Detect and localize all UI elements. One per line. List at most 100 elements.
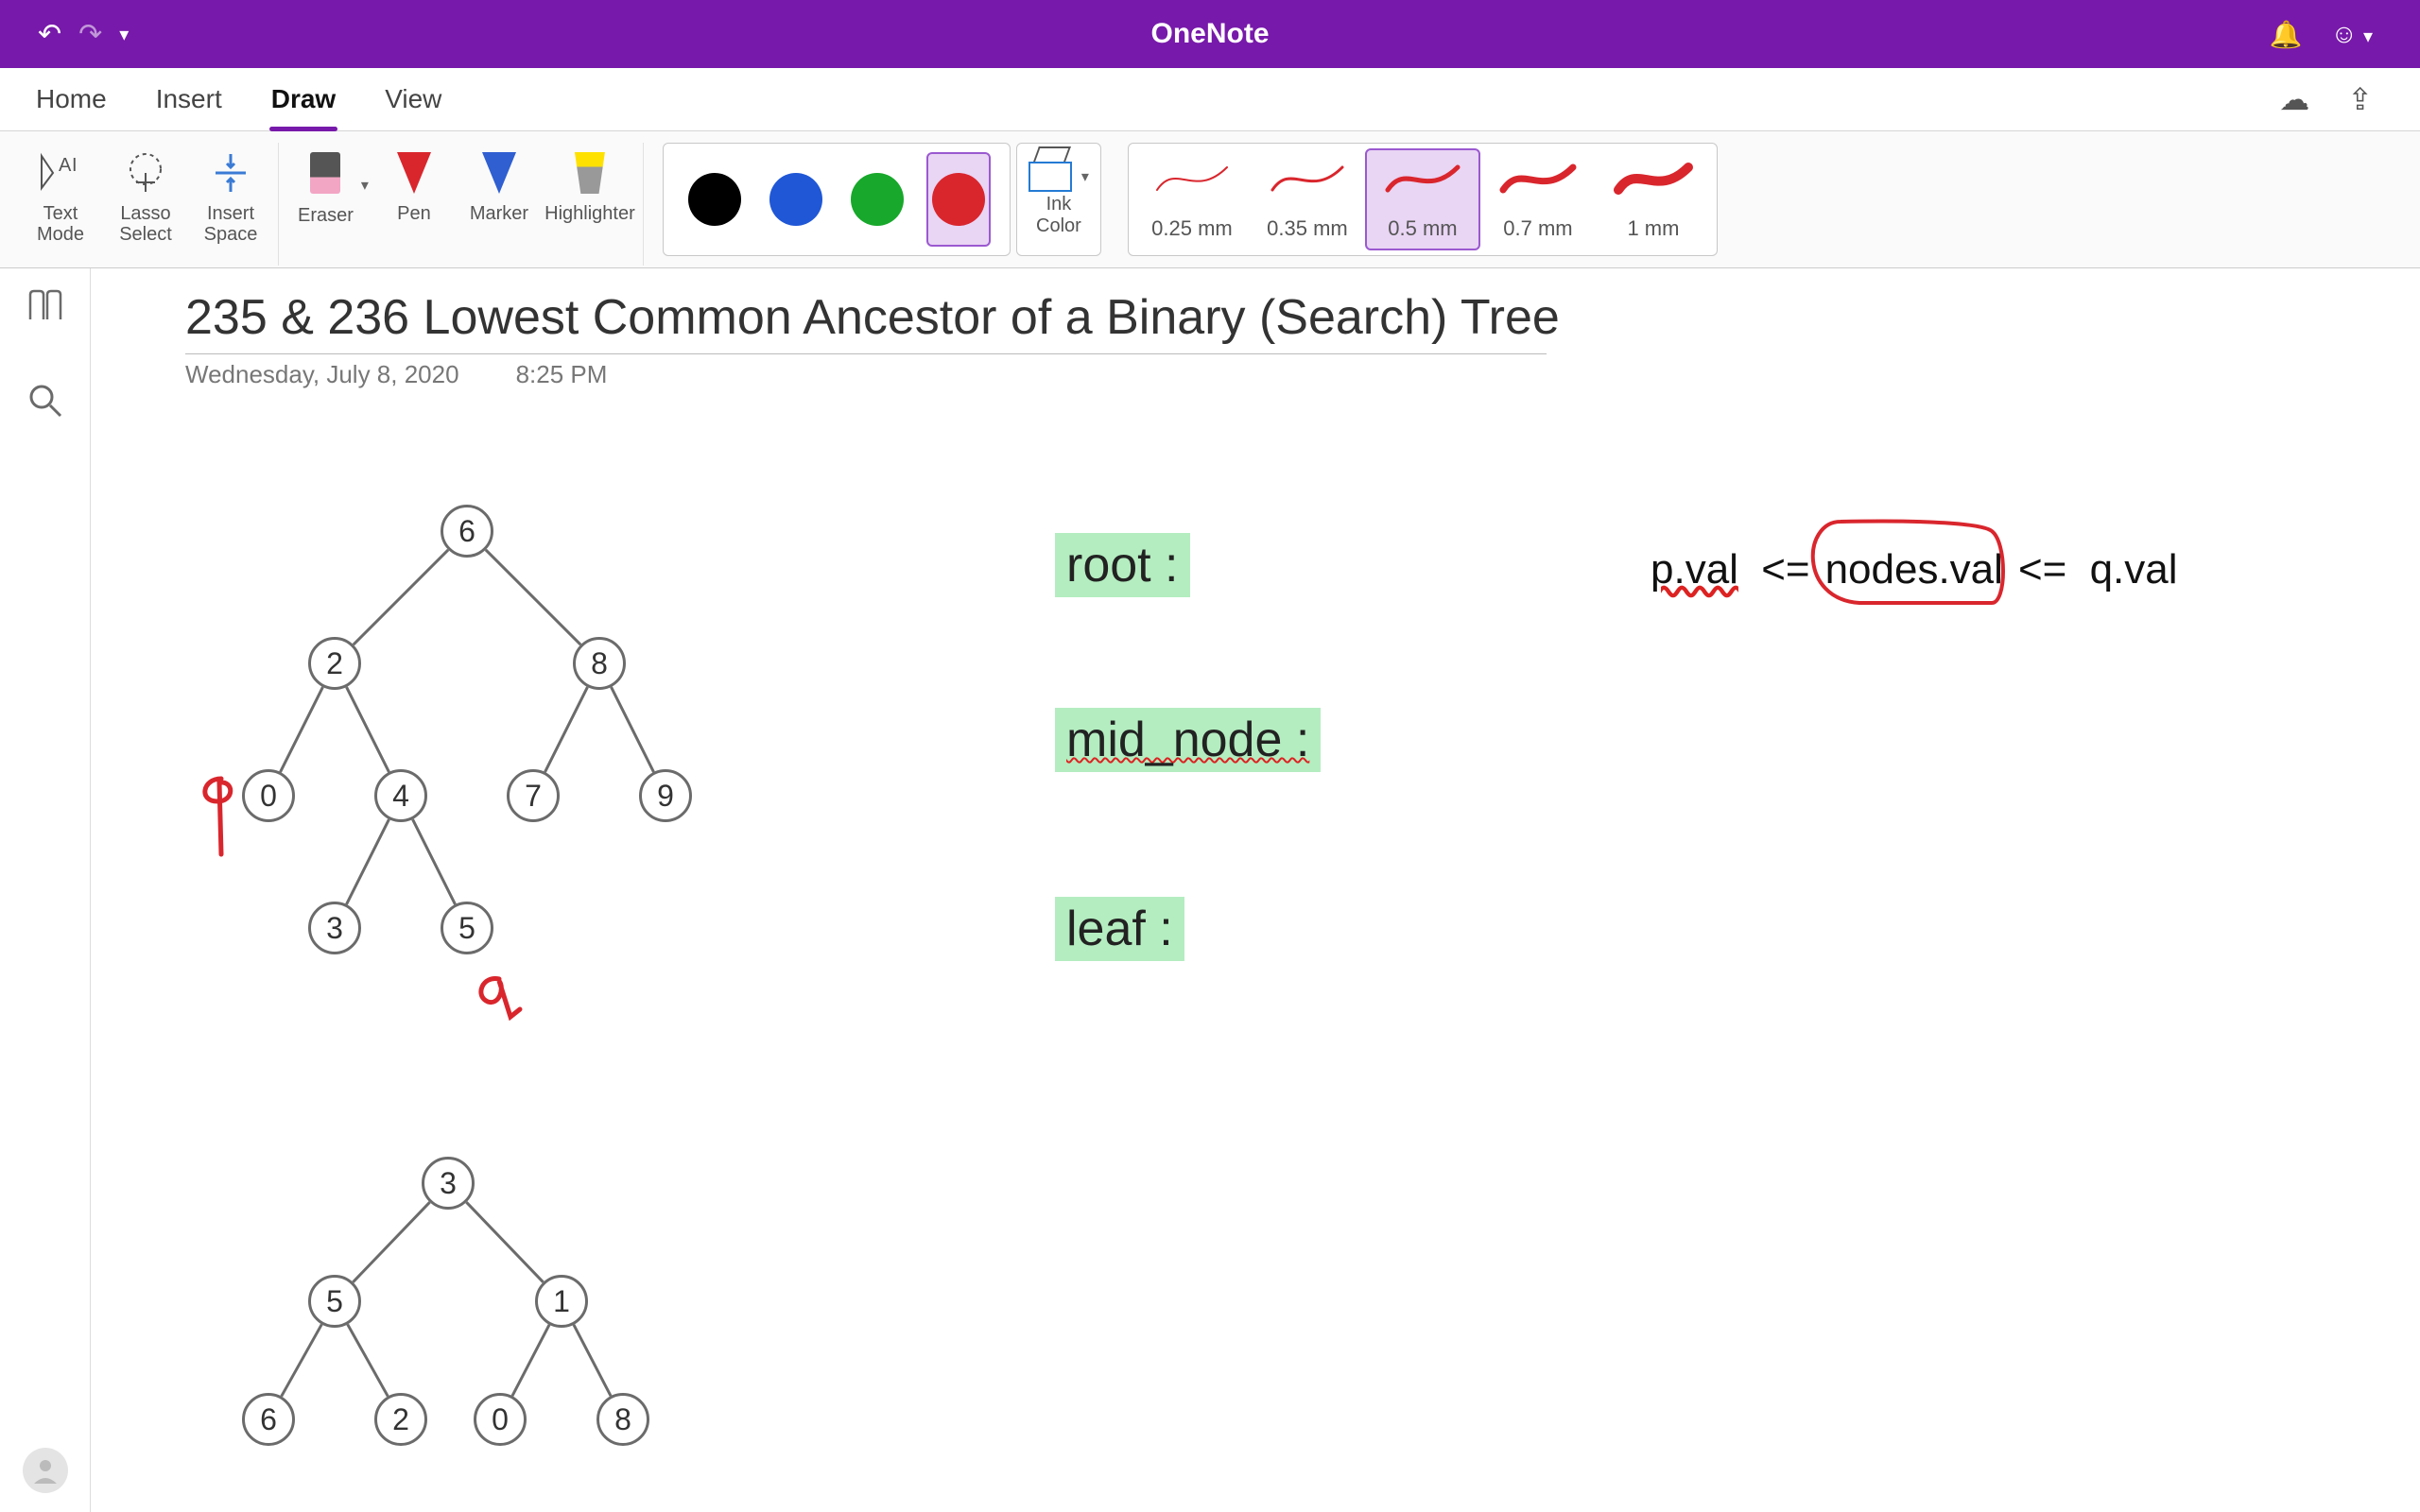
tree-node: 6 [441, 505, 493, 558]
tree-node: 2 [374, 1393, 427, 1446]
ink-mark-q [467, 968, 533, 1039]
insert-space-button[interactable]: Insert Space [191, 143, 270, 245]
marker-button[interactable]: Marker [459, 143, 539, 224]
notifications-icon[interactable]: 🔔 [2269, 19, 2302, 50]
tree-diagram-1: 628047935 [214, 505, 705, 996]
page-meta: Wednesday, July 8, 2020 8:25 PM [185, 360, 2420, 389]
chevron-down-icon[interactable]: ▾ [1081, 167, 1089, 186]
redo-icon[interactable]: ↷ [78, 18, 102, 51]
label-root[interactable]: root : [1055, 533, 1190, 597]
formula-nodesval: nodes.val [1816, 542, 2013, 597]
ribbon: AI Text Mode Lasso Select Insert Space E… [0, 131, 2420, 268]
tree-node: 5 [308, 1275, 361, 1328]
tool-label: Text Mode [37, 203, 84, 245]
tree-node: 2 [308, 637, 361, 690]
qat-more-icon[interactable]: ▾ [119, 23, 129, 46]
ink-color-button[interactable]: ▾ Ink Color [1016, 143, 1101, 256]
formula-qval: q.val [2090, 546, 2178, 593]
tab-view[interactable]: View [360, 68, 466, 130]
tree-node: 8 [573, 637, 626, 690]
swatch-blue[interactable] [769, 173, 822, 226]
stroke-label: 0.35 mm [1267, 216, 1348, 241]
tree-node: 0 [474, 1393, 527, 1446]
tree-node: 6 [242, 1393, 295, 1446]
group-colors: ▾ Ink Color [655, 143, 1109, 266]
label-mid-node[interactable]: mid_node : [1055, 708, 1321, 772]
cursor-text-icon: AI [34, 146, 87, 199]
stroke-label: 0.5 mm [1388, 216, 1457, 241]
stroke-1[interactable]: 1 mm [1596, 148, 1711, 250]
lasso-icon [119, 146, 172, 199]
tree-node: 3 [308, 902, 361, 954]
svg-text:A: A [59, 155, 72, 176]
tool-label: Lasso Select [119, 203, 172, 245]
avatar[interactable] [23, 1448, 68, 1493]
feedback-icon[interactable]: ☺▾ [2330, 19, 2373, 49]
eraser-button[interactable]: Eraser ▾ [298, 143, 369, 226]
tool-label: Insert Space [204, 203, 258, 245]
title-underline [185, 353, 1547, 354]
formula-text[interactable]: p.val <= nodes.val <= q.val [1651, 542, 2178, 597]
svg-text:I: I [72, 155, 78, 176]
stroke-label: 0.7 mm [1503, 216, 1572, 241]
ribbon-tabs: Home Insert Draw View ☁ ⇪ [0, 68, 2420, 131]
stroke-07[interactable]: 0.7 mm [1480, 148, 1596, 250]
tree-node: 1 [535, 1275, 588, 1328]
ink-mark-p [193, 769, 250, 868]
tree-node: 3 [422, 1157, 475, 1210]
highlighter-icon [563, 146, 616, 199]
tree-node: 8 [596, 1393, 649, 1446]
group-stroke-width: 0.25 mm 0.35 mm 0.5 mm 0.7 mm 1 mm [1120, 143, 1725, 266]
eraser-icon [299, 146, 352, 199]
search-icon[interactable] [26, 382, 64, 429]
tool-label: Highlighter [544, 203, 635, 224]
formula-pval: p.val [1651, 546, 1738, 593]
chevron-down-icon[interactable]: ▾ [361, 178, 369, 195]
swatch-black[interactable] [688, 173, 741, 226]
swatch-green[interactable] [851, 173, 904, 226]
text-mode-button[interactable]: AI Text Mode [21, 143, 100, 245]
ink-circle [1803, 514, 2020, 618]
tree-node: 4 [374, 769, 427, 822]
stroke-025[interactable]: 0.25 mm [1134, 148, 1250, 250]
tool-label: Pen [397, 203, 431, 224]
color-swatches [663, 143, 1011, 256]
tree-node: 7 [507, 769, 560, 822]
page-title[interactable]: 235 & 236 Lowest Common Ancestor of a Bi… [185, 289, 2420, 353]
page-time: 8:25 PM [516, 360, 608, 389]
stroke-label: 1 mm [1627, 216, 1679, 241]
tool-label: Marker [470, 203, 528, 224]
formula-le2: <= [2018, 546, 2066, 593]
marker-icon [473, 146, 526, 199]
stroke-035[interactable]: 0.35 mm [1250, 148, 1365, 250]
group-mode-tools: AI Text Mode Lasso Select Insert Space [13, 143, 279, 266]
stroke-05[interactable]: 0.5 mm [1365, 148, 1480, 250]
swatch-red[interactable] [932, 173, 985, 226]
sync-icon[interactable]: ☁ [2279, 81, 2309, 117]
notebooks-icon[interactable] [26, 287, 64, 335]
label-leaf[interactable]: leaf : [1055, 897, 1184, 961]
app-title: OneNote [1150, 18, 1269, 50]
highlighter-button[interactable]: Highlighter [544, 143, 635, 224]
left-rail [0, 268, 91, 1512]
ink-color-icon [1028, 162, 1072, 192]
stroke-label: 0.25 mm [1151, 216, 1233, 241]
page-canvas[interactable]: 235 & 236 Lowest Common Ancestor of a Bi… [91, 268, 2420, 1512]
tree-diagram-2: 3 5 1 6 20 8 [214, 1157, 667, 1478]
pen-button[interactable]: Pen [374, 143, 454, 224]
lasso-select-button[interactable]: Lasso Select [106, 143, 185, 245]
tab-home[interactable]: Home [11, 68, 131, 130]
tree-node: 5 [441, 902, 493, 954]
stroke-widths: 0.25 mm 0.35 mm 0.5 mm 0.7 mm 1 mm [1128, 143, 1718, 256]
main-area: 235 & 236 Lowest Common Ancestor of a Bi… [0, 268, 2420, 1512]
undo-icon[interactable]: ↶ [38, 18, 61, 51]
tab-insert[interactable]: Insert [131, 68, 247, 130]
tab-draw[interactable]: Draw [247, 68, 360, 130]
page-date: Wednesday, July 8, 2020 [185, 360, 459, 389]
tree-node: 9 [639, 769, 692, 822]
insert-space-icon [204, 146, 257, 199]
group-pen-tools: Eraser ▾ Pen Marker Highlighter [290, 143, 644, 266]
pen-icon [388, 146, 441, 199]
tool-label: Ink Color [1036, 194, 1081, 237]
share-icon[interactable]: ⇪ [2347, 81, 2373, 117]
